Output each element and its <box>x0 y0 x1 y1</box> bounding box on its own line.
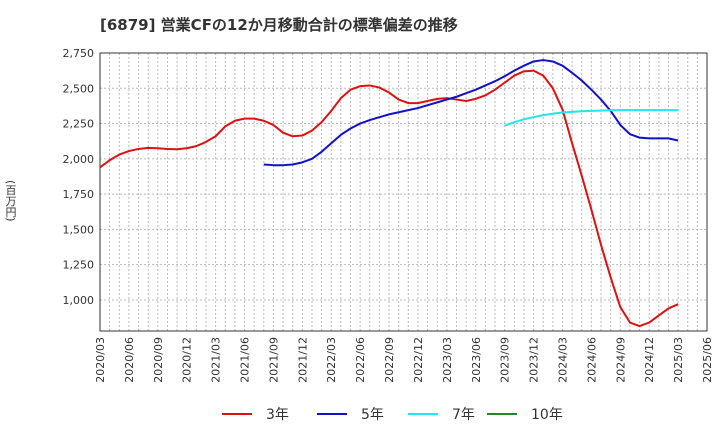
series-line-7年 <box>504 109 679 127</box>
x-tick-label: 2024/09 <box>614 337 627 383</box>
series-line-5年 <box>263 59 679 167</box>
x-tick-label: 2022/03 <box>325 337 338 383</box>
chart-title: [6879] 営業CFの12か月移動合計の標準偏差の推移 <box>100 16 458 34</box>
grid <box>99 52 708 331</box>
x-tick-label: 2025/06 <box>701 337 714 383</box>
y-axis-label: (百万円) <box>4 180 17 222</box>
y-axis-ticks: 2,750 2,500 2,250 2,000 1,750 1,500 1,250 1,000 <box>63 47 95 307</box>
y-tick-label: 1,250 <box>63 259 95 272</box>
x-tick-label: 2025/03 <box>672 337 685 383</box>
x-axis-ticks: 2020/03 2020/06 2020/09 2020/12 2021/03 2021/… <box>94 337 714 383</box>
x-tick-label: 2020/12 <box>181 337 194 383</box>
y-tick-label: 1,750 <box>63 188 95 201</box>
legend-label: 5年 <box>361 407 384 423</box>
y-tick-label: 2,000 <box>63 153 95 166</box>
x-tick-label: 2023/06 <box>470 337 483 383</box>
x-tick-label: 2024/12 <box>643 337 656 383</box>
y-tick-label: 1,000 <box>63 294 95 307</box>
x-tick-label: 2021/12 <box>296 337 309 383</box>
series-lines <box>99 59 679 328</box>
legend-label: 3年 <box>266 407 289 423</box>
x-tick-label: 2024/03 <box>556 337 569 383</box>
y-tick-label: 2,500 <box>63 82 95 95</box>
x-tick-label: 2022/06 <box>354 337 367 383</box>
series-line-3年 <box>99 69 679 328</box>
x-tick-label: 2023/03 <box>441 337 454 383</box>
x-tick-label: 2021/03 <box>210 337 223 383</box>
legend-label: 10年 <box>531 407 563 423</box>
x-tick-label: 2021/09 <box>267 337 280 383</box>
x-tick-label: 2024/06 <box>585 337 598 383</box>
plot-frame <box>99 52 708 332</box>
x-tick-label: 2021/06 <box>239 337 252 383</box>
x-tick-label: 2020/03 <box>94 337 107 383</box>
x-tick-label: 2023/12 <box>528 337 541 383</box>
legend: 3年 5年 7年 10年 <box>222 407 563 423</box>
legend-label: 7年 <box>452 407 475 423</box>
x-tick-label: 2022/12 <box>412 337 425 383</box>
x-tick-label: 2023/09 <box>499 337 512 383</box>
y-tick-label: 2,750 <box>63 47 95 60</box>
y-tick-label: 2,250 <box>63 118 95 131</box>
x-tick-label: 2020/09 <box>152 337 165 383</box>
y-tick-label: 1,500 <box>63 223 95 236</box>
x-tick-label: 2020/06 <box>123 337 136 383</box>
x-tick-label: 2022/09 <box>383 337 396 383</box>
